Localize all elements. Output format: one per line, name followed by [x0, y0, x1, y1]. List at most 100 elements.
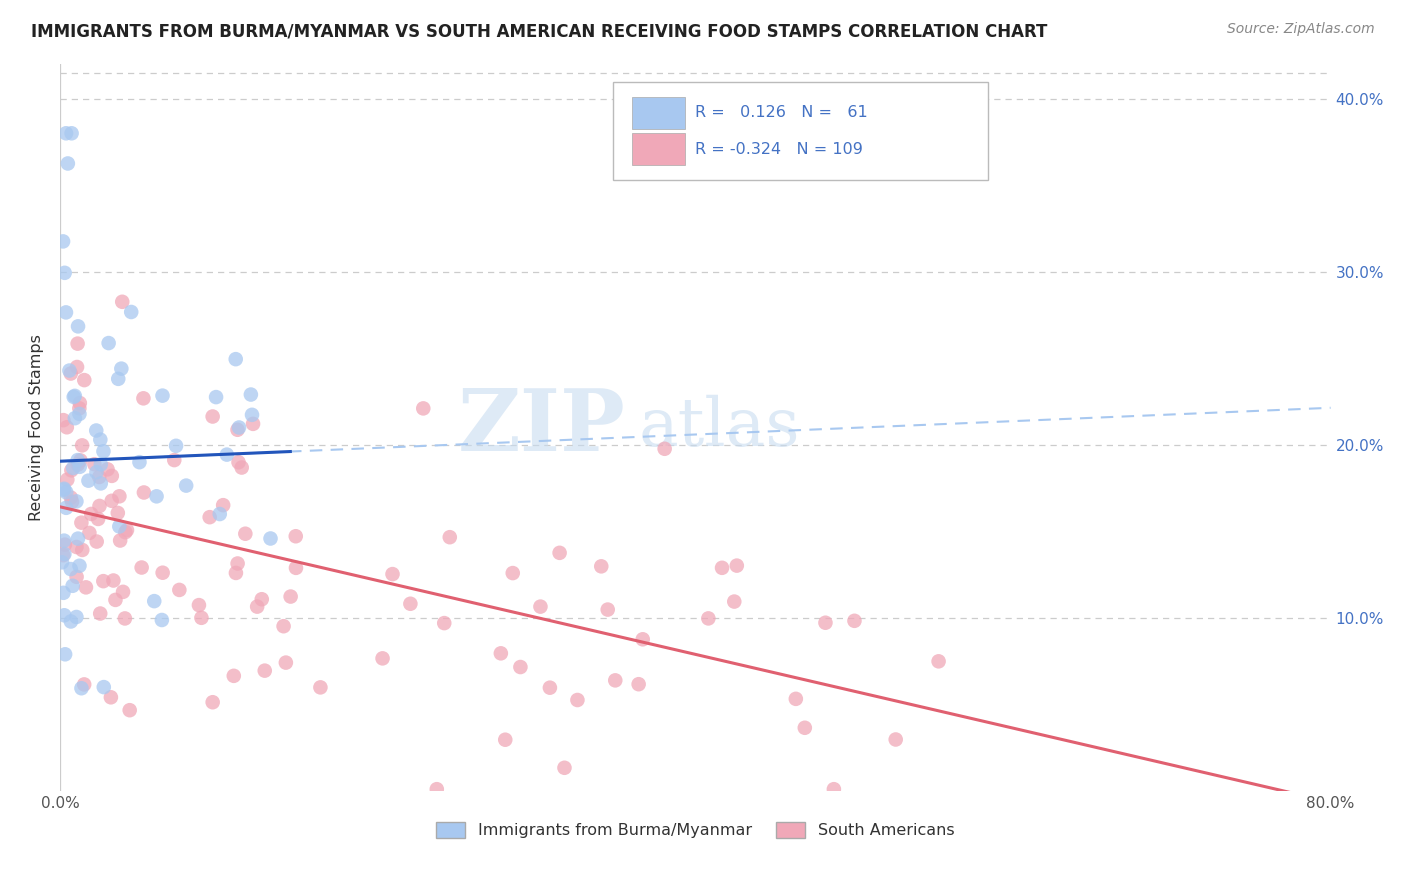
Point: [55, 500, 77, 515]
Point: [111, 585, 134, 599]
Text: IMMIGRANTS FROM BURMA/MYANMAR VS SOUTH AMERICAN RECEIVING FOOD STAMPS CORRELATIO: IMMIGRANTS FROM BURMA/MYANMAR VS SOUTH A…: [31, 22, 1047, 40]
Point: [108, 489, 131, 503]
Point: [89, 433, 111, 447]
Point: [56, 420, 79, 434]
Point: [53, 533, 76, 548]
Point: [65, 610, 87, 624]
Point: [412, 401, 434, 416]
Point: [627, 677, 650, 691]
Point: [240, 408, 263, 422]
Point: [100, 690, 122, 705]
Text: R = -0.324   N = 109: R = -0.324 N = 109: [696, 142, 863, 157]
Point: [785, 691, 807, 706]
Point: [225, 352, 247, 367]
Point: [75, 580, 97, 594]
Point: [884, 732, 907, 747]
Point: [70, 438, 93, 452]
Point: [212, 498, 235, 512]
Point: [222, 669, 245, 683]
Point: [128, 455, 150, 469]
Point: [69, 459, 91, 474]
Point: [114, 525, 136, 540]
Point: [225, 566, 247, 580]
Text: Source: ZipAtlas.com: Source: ZipAtlas.com: [1227, 22, 1375, 37]
Point: [928, 654, 950, 668]
Point: [66, 458, 89, 472]
Point: [259, 532, 281, 546]
Point: [97, 462, 120, 476]
Point: [381, 567, 404, 582]
Point: [529, 599, 551, 614]
Point: [65, 570, 87, 584]
Point: [697, 611, 720, 625]
Point: [131, 560, 153, 574]
Point: [51, 555, 73, 569]
Point: [284, 529, 307, 543]
Point: [69, 558, 91, 573]
Point: [101, 468, 124, 483]
Point: [59, 367, 82, 381]
Point: [55, 485, 77, 500]
Point: [814, 615, 837, 630]
Point: [55, 305, 77, 319]
Point: [215, 448, 238, 462]
Point: [62, 579, 84, 593]
Point: [89, 499, 111, 513]
Point: [93, 680, 115, 694]
Point: [77, 474, 100, 488]
Point: [226, 557, 249, 571]
Point: [114, 611, 136, 625]
FancyBboxPatch shape: [613, 82, 987, 180]
Point: [165, 439, 187, 453]
Point: [108, 519, 131, 533]
Point: [83, 457, 105, 471]
Point: [150, 613, 173, 627]
Point: [823, 782, 845, 797]
Point: [53, 608, 76, 623]
Text: atlas: atlas: [638, 395, 800, 460]
Point: [53, 538, 76, 552]
Point: [711, 561, 734, 575]
Point: [280, 590, 302, 604]
Point: [67, 319, 90, 334]
Point: [62, 461, 84, 475]
Point: [187, 598, 209, 612]
Point: [66, 453, 89, 467]
Point: [60, 495, 83, 509]
Point: [201, 695, 224, 709]
Y-axis label: Receiving Food Stamps: Receiving Food Stamps: [30, 334, 44, 521]
Point: [108, 533, 131, 548]
Point: [239, 387, 262, 401]
Point: [60, 463, 83, 477]
Point: [228, 420, 250, 434]
Legend: Immigrants from Burma/Myanmar, South Americans: Immigrants from Burma/Myanmar, South Ame…: [430, 815, 960, 845]
Point: [399, 597, 422, 611]
Point: [69, 396, 91, 410]
Point: [63, 389, 86, 403]
Point: [52, 235, 75, 249]
Text: ZIP: ZIP: [458, 385, 626, 469]
Point: [152, 566, 174, 580]
Point: [100, 493, 122, 508]
Point: [87, 512, 110, 526]
Point: [226, 423, 249, 437]
Point: [55, 126, 77, 140]
Point: [152, 389, 174, 403]
Point: [73, 373, 96, 387]
Point: [65, 540, 87, 554]
Point: [107, 506, 129, 520]
Point: [605, 673, 627, 688]
Point: [228, 455, 250, 469]
Point: [246, 599, 269, 614]
FancyBboxPatch shape: [631, 133, 685, 165]
Point: [84, 424, 107, 438]
Point: [205, 390, 228, 404]
Point: [553, 761, 575, 775]
Point: [439, 530, 461, 544]
Point: [132, 392, 155, 406]
Point: [591, 559, 613, 574]
Point: [52, 413, 75, 427]
Point: [65, 494, 87, 508]
Point: [53, 266, 76, 280]
Point: [433, 616, 456, 631]
